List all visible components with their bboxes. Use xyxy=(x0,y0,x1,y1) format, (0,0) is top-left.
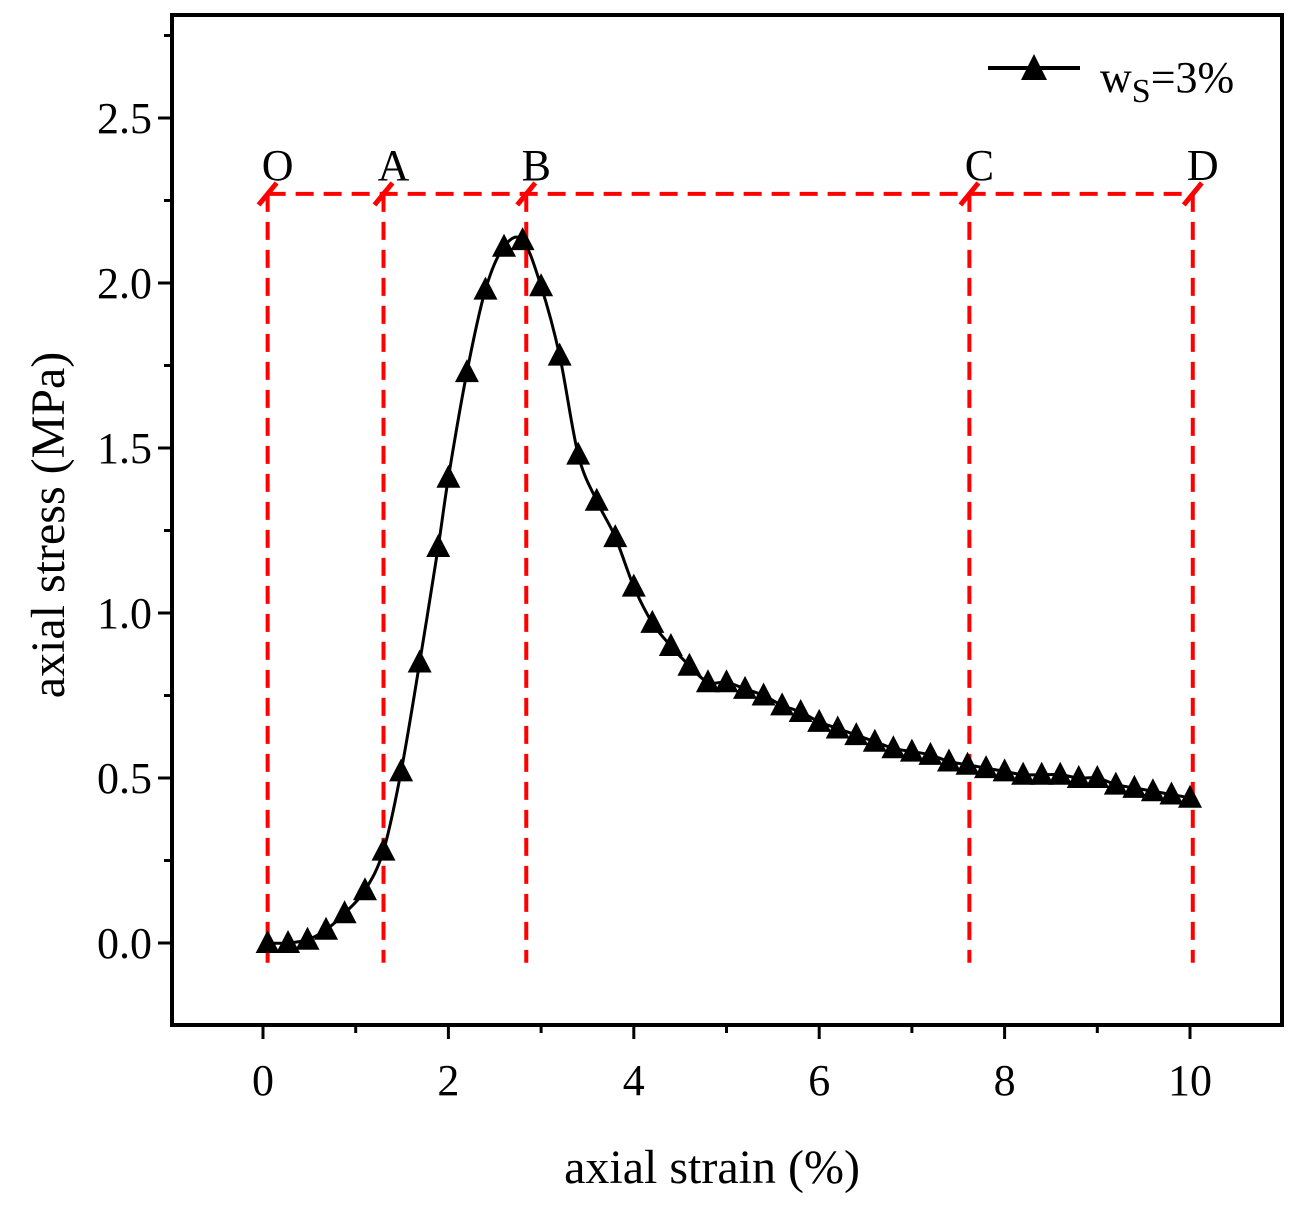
y-tick-label: 0.5 xyxy=(97,754,152,803)
data-point xyxy=(314,916,339,940)
data-point xyxy=(603,524,628,548)
data-point xyxy=(1122,774,1147,798)
legend-marker xyxy=(1021,54,1047,80)
legend-label-sub: S xyxy=(1132,73,1151,110)
data-point xyxy=(714,669,739,693)
data-point xyxy=(1085,765,1110,788)
y-tick-label: 0.0 xyxy=(97,919,152,968)
data-point xyxy=(389,758,414,782)
data-point xyxy=(529,273,554,297)
data-series xyxy=(255,227,1202,953)
data-point xyxy=(566,441,591,465)
data-point xyxy=(974,755,999,779)
data-point xyxy=(955,751,980,775)
data-point xyxy=(1159,781,1184,805)
y-tick-label: 1.0 xyxy=(97,589,152,638)
data-point xyxy=(492,233,517,257)
data-point xyxy=(473,276,498,300)
x-tick-label: 0 xyxy=(252,1056,274,1105)
data-point xyxy=(295,926,320,950)
data-point xyxy=(899,738,924,762)
data-point xyxy=(584,487,609,511)
reference-break-mark xyxy=(372,181,395,207)
reference-break-mark xyxy=(256,181,279,207)
data-point xyxy=(1066,765,1091,788)
data-point xyxy=(332,900,357,924)
data-point xyxy=(640,609,665,633)
reference-label: D xyxy=(1187,141,1219,190)
data-point xyxy=(733,675,758,699)
reference-label: B xyxy=(522,141,551,190)
legend-label-rest: =3% xyxy=(1151,53,1234,102)
data-point xyxy=(1011,761,1036,785)
y-tick-label: 2.5 xyxy=(97,94,152,143)
legend-label-main: w xyxy=(1100,53,1132,102)
x-tick-label: 10 xyxy=(1168,1056,1212,1105)
legend: wS=3% xyxy=(988,53,1234,110)
reference-label: O xyxy=(262,141,294,190)
x-tick-label: 2 xyxy=(437,1056,459,1105)
data-point xyxy=(807,708,832,732)
legend-label: wS=3% xyxy=(1100,53,1234,110)
reference-break-mark xyxy=(515,181,538,207)
data-point xyxy=(407,649,432,673)
y-axis-label: axial stress (MPa) xyxy=(22,352,75,699)
plot-frame xyxy=(170,13,1284,1027)
data-point xyxy=(454,359,479,383)
data-point xyxy=(510,227,535,251)
data-point xyxy=(862,728,887,752)
data-point xyxy=(825,715,850,739)
data-point xyxy=(1140,778,1165,802)
x-axis-label: axial strain (%) xyxy=(564,1141,860,1194)
data-point xyxy=(371,837,396,861)
data-point xyxy=(992,758,1017,782)
x-tick-label: 8 xyxy=(994,1056,1016,1105)
reference-break-mark xyxy=(1181,181,1204,207)
series-line xyxy=(267,235,1191,945)
data-point xyxy=(677,652,702,676)
data-point xyxy=(788,699,813,722)
axes-ticks: 0 2 4 6 8 10 0.0 0.5 1.0 1.5 2.0 2.5 xyxy=(97,34,1212,1105)
data-point xyxy=(881,735,906,759)
data-point xyxy=(352,877,377,901)
data-point xyxy=(621,573,646,597)
data-point xyxy=(658,633,683,656)
data-point xyxy=(436,464,461,488)
y-tick-label: 2.0 xyxy=(97,259,152,308)
reference-label: A xyxy=(378,141,410,190)
data-point xyxy=(1029,761,1054,785)
data-point xyxy=(695,669,720,693)
data-point xyxy=(1048,761,1073,785)
data-point xyxy=(276,930,301,953)
reference-break-mark xyxy=(958,181,981,207)
data-point xyxy=(1178,784,1202,808)
x-tick-label: 6 xyxy=(808,1056,830,1105)
data-point xyxy=(426,534,451,557)
data-point xyxy=(751,682,776,706)
data-point xyxy=(255,930,280,953)
x-tick-label: 4 xyxy=(623,1056,645,1105)
data-point xyxy=(918,741,943,765)
data-point xyxy=(936,748,961,772)
y-tick-label: 1.5 xyxy=(97,424,152,473)
data-point xyxy=(547,342,572,366)
data-point xyxy=(770,692,795,716)
data-point xyxy=(844,722,869,746)
data-point xyxy=(1103,771,1128,795)
reference-label: C xyxy=(965,141,994,190)
